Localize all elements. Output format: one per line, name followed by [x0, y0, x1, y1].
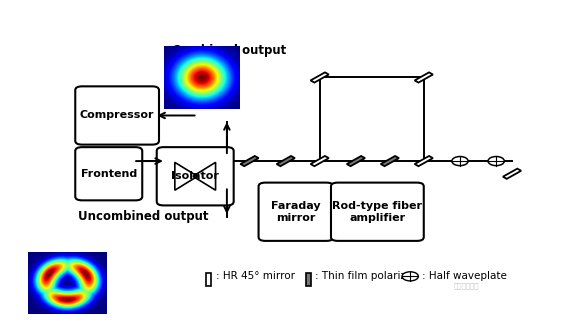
Text: : Half waveplate: : Half waveplate [422, 271, 506, 281]
Text: Combined output: Combined output [172, 44, 286, 57]
Polygon shape [381, 156, 399, 166]
Text: Frontend: Frontend [81, 169, 137, 179]
Polygon shape [277, 156, 295, 166]
Text: : HR 45° mirror: : HR 45° mirror [215, 271, 294, 281]
Polygon shape [415, 156, 433, 166]
FancyBboxPatch shape [331, 183, 424, 241]
Text: Compressor: Compressor [80, 111, 154, 120]
FancyBboxPatch shape [75, 147, 142, 200]
Text: : Thin film polarizer: : Thin film polarizer [315, 271, 417, 281]
Bar [206, 273, 211, 286]
FancyBboxPatch shape [157, 147, 234, 205]
Circle shape [452, 157, 468, 165]
Text: 华锐光纤激光: 华锐光纤激光 [454, 282, 479, 289]
Polygon shape [311, 72, 329, 83]
Polygon shape [503, 169, 521, 179]
Circle shape [488, 157, 505, 165]
Text: Rod-type fiber
amplifier: Rod-type fiber amplifier [332, 201, 422, 222]
Polygon shape [415, 72, 433, 83]
Bar [305, 273, 311, 286]
Text: Isolator: Isolator [171, 171, 219, 181]
Polygon shape [311, 156, 329, 166]
FancyBboxPatch shape [75, 86, 159, 145]
FancyBboxPatch shape [259, 183, 333, 241]
Circle shape [402, 272, 418, 281]
Polygon shape [347, 156, 365, 166]
Polygon shape [241, 156, 259, 166]
Text: Faraday
mirror: Faraday mirror [271, 201, 321, 222]
Text: Uncombined output: Uncombined output [78, 210, 208, 223]
